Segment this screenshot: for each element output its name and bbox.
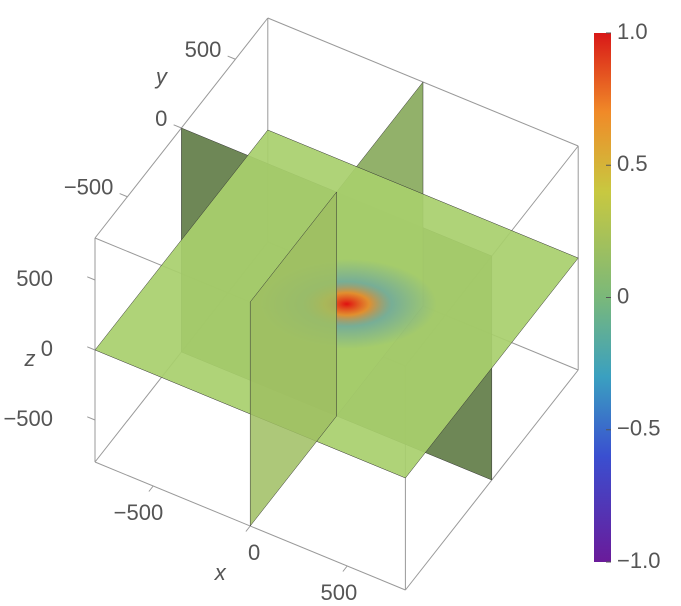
z-axis-label: z xyxy=(24,346,36,371)
z-tick xyxy=(87,346,96,351)
x-axis-label: x xyxy=(214,560,227,585)
y-tick-label: −500 xyxy=(64,175,114,200)
z-tick xyxy=(87,416,96,421)
z-tick-label: −500 xyxy=(3,406,53,431)
x-tick-label: −500 xyxy=(114,500,164,525)
y-tick xyxy=(119,193,128,198)
y-tick xyxy=(227,55,236,60)
x-tick xyxy=(148,485,154,492)
z-tick-label: 500 xyxy=(16,266,53,291)
x-tick-label: 500 xyxy=(320,580,357,605)
y-tick-label: 500 xyxy=(185,37,222,62)
colorbar-tick-label: −0.5 xyxy=(617,416,660,441)
z-tick-label: 0 xyxy=(41,336,53,361)
x-tick-label: 0 xyxy=(248,540,260,565)
x-tick xyxy=(342,565,348,572)
colorbar-tick-label: 0 xyxy=(617,283,629,308)
colorbar-tick-label: −1.0 xyxy=(617,548,660,573)
colorbar-tick-label: 0.5 xyxy=(617,151,648,176)
y-tick xyxy=(173,124,182,129)
plot-3d xyxy=(94,17,579,591)
slice-yz-front xyxy=(249,191,337,527)
colorbar-tick-label: 1.0 xyxy=(617,19,648,44)
x-tick xyxy=(245,525,251,532)
y-axis-label: y xyxy=(154,64,169,89)
z-tick xyxy=(87,276,96,281)
y-tick-label: 0 xyxy=(155,106,167,131)
